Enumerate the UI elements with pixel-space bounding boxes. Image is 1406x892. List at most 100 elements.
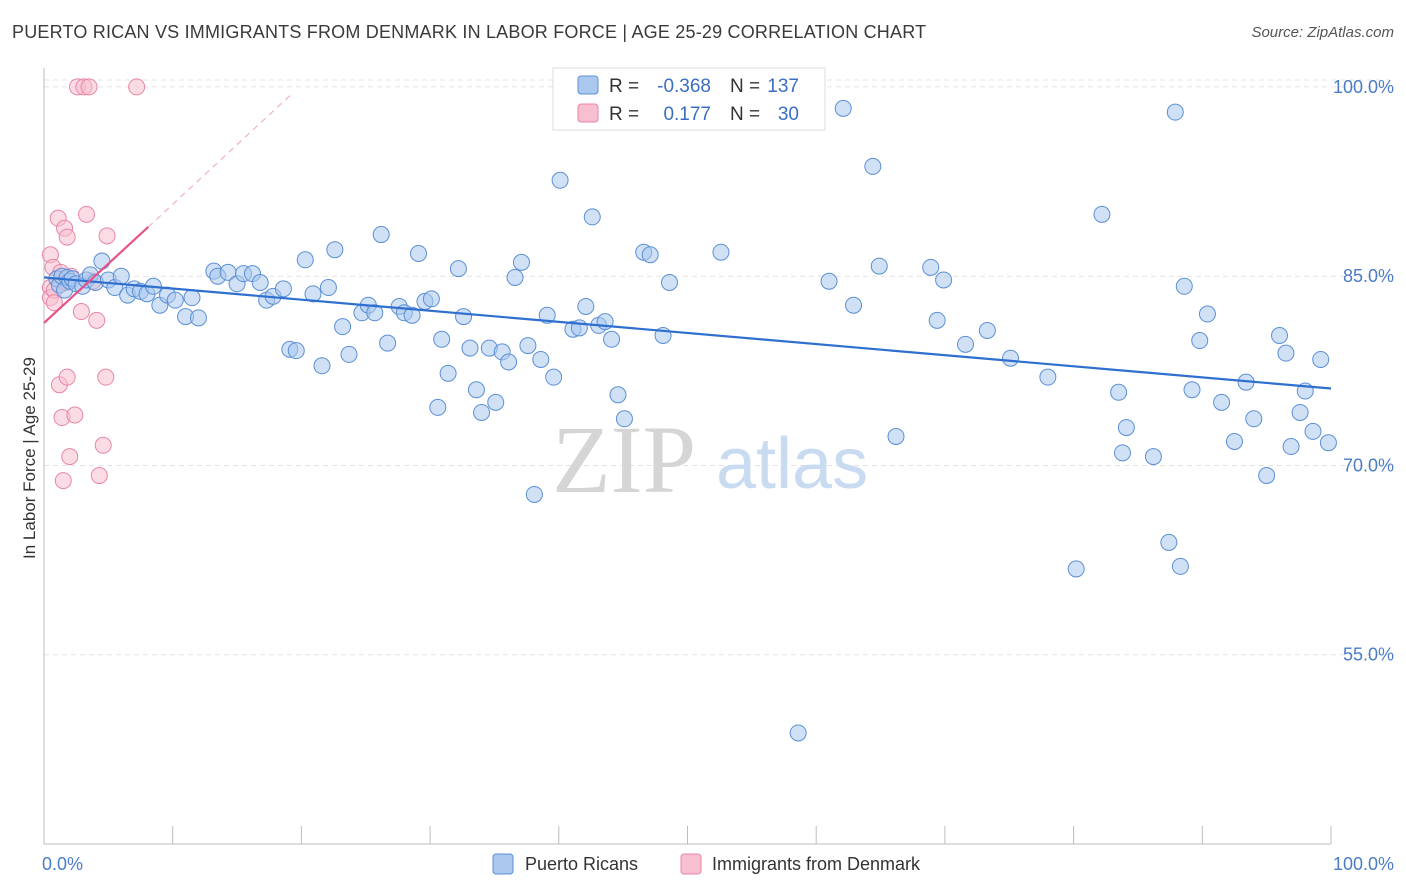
legend-n-label-2: N =: [730, 104, 760, 125]
puerto-rican-point-64: [473, 403, 491, 421]
puerto-rican-point-68: [500, 353, 518, 371]
puerto-rican-point-59: [439, 364, 457, 382]
puerto-rican-point-40: [304, 285, 322, 303]
puerto-rican-point-39: [296, 251, 314, 269]
puerto-rican-point-71: [519, 337, 537, 355]
puerto-rican-point-56: [422, 290, 440, 308]
puerto-rican-point-58: [433, 330, 451, 348]
puerto-rican-point-125: [1198, 305, 1216, 323]
puerto-rican-point-53: [403, 306, 421, 324]
puerto-rican-point-117: [1117, 419, 1135, 437]
y-tick-label-2: 85.0%: [1343, 266, 1394, 286]
puerto-rican-trend-line: [43, 276, 1332, 390]
puerto-rican-point-123: [1183, 381, 1201, 399]
legend-n-value-2: 30: [778, 104, 799, 125]
puerto-rican-point-72: [525, 485, 543, 503]
source-label: Source: ZipAtlas.com: [1251, 24, 1394, 41]
denmark-point-15: [61, 448, 79, 466]
x-tick-label-1: 100.0%: [1333, 854, 1394, 874]
denmark-point-22: [80, 78, 98, 96]
puerto-rican-point-36: [274, 280, 292, 298]
puerto-rican-point-104: [887, 427, 905, 445]
denmark-point-14: [58, 368, 76, 386]
y-tick-labels: 55.0% 70.0% 85.0% 100.0%: [1333, 77, 1394, 665]
y-tick-label-1: 70.0%: [1343, 455, 1394, 475]
denmark-point-5: [45, 294, 63, 312]
puerto-rican-point-114: [1093, 205, 1111, 223]
puerto-rican-point-41: [313, 357, 331, 375]
puerto-rican-point-57: [429, 398, 447, 416]
puerto-rican-point-131: [1271, 326, 1289, 344]
puerto-rican-point-120: [1166, 103, 1184, 121]
puerto-rican-point-108: [935, 271, 953, 289]
puerto-rican-point-126: [1213, 393, 1231, 411]
puerto-rican-point-98: [789, 724, 807, 742]
puerto-rican-point-109: [956, 335, 974, 353]
grid-lines: [44, 79, 1394, 656]
watermark: ZIP atlas: [552, 406, 868, 513]
puerto-rican-point-54: [410, 244, 428, 262]
puerto-rican-point-48: [366, 304, 384, 322]
puerto-rican-point-66: [487, 393, 505, 411]
puerto-rican-point-85: [615, 410, 633, 428]
puerto-rican-point-138: [1319, 434, 1337, 452]
puerto-rican-point-49: [372, 226, 390, 244]
puerto-rican-point-25: [183, 289, 201, 307]
puerto-rican-point-33: [251, 274, 269, 292]
puerto-rican-point-134: [1291, 403, 1309, 421]
puerto-rican-point-99: [820, 272, 838, 290]
denmark-point-17: [66, 406, 84, 424]
puerto-rican-point-115: [1110, 383, 1128, 401]
puerto-rican-point-45: [340, 345, 358, 363]
puerto-rican-point-101: [845, 296, 863, 314]
puerto-rican-point-133: [1282, 438, 1300, 456]
puerto-rican-point-107: [928, 311, 946, 329]
puerto-rican-point-83: [603, 330, 621, 348]
y-axis-title: In Labor Force | Age 25-29: [20, 357, 39, 559]
puerto-rican-point-43: [326, 241, 344, 259]
puerto-rican-point-23: [166, 291, 184, 309]
puerto-rican-point-70: [512, 253, 530, 271]
puerto-rican-point-137: [1312, 350, 1330, 368]
denmark-point-19: [72, 303, 90, 321]
y-tick-label-3: 100.0%: [1333, 77, 1394, 97]
puerto-rican-point-103: [870, 257, 888, 275]
denmark-point-28: [98, 227, 116, 245]
trend-lines: [43, 94, 1332, 390]
chart-title: PUERTO RICAN VS IMMIGRANTS FROM DENMARK …: [12, 22, 927, 42]
series-legend-swatch-blue: [492, 853, 514, 875]
axes: [43, 68, 1332, 845]
denmark-point-29: [128, 78, 146, 96]
puerto-rican-point-50: [379, 334, 397, 352]
puerto-rican-point-132: [1277, 344, 1295, 362]
puerto-rican-point-122: [1175, 277, 1193, 295]
puerto-rican-point-79: [577, 297, 595, 315]
watermark-atlas: atlas: [716, 424, 868, 504]
puerto-rican-point-60: [449, 260, 467, 278]
puerto-rican-point-100: [834, 99, 852, 117]
series-legend-swatch-pink: [680, 853, 702, 875]
series-legend: Puerto Ricans Immigrants from Denmark: [492, 853, 921, 875]
x-tick-labels: 0.0% 100.0%: [42, 854, 1394, 874]
puerto-rican-point-127: [1225, 432, 1243, 450]
puerto-rican-point-74: [538, 306, 556, 324]
legend-r-label-1: R =: [609, 76, 639, 97]
puerto-rican-point-113: [1067, 560, 1085, 578]
legend-r-value-1: -0.368: [657, 76, 711, 97]
puerto-rican-point-90: [660, 274, 678, 292]
puerto-rican-point-62: [461, 339, 479, 357]
denmark-point-10: [54, 472, 72, 490]
legend-swatch-blue: [577, 75, 599, 95]
legend-r-label-2: R =: [609, 104, 639, 125]
puerto-rican-point-110: [978, 321, 996, 339]
denmark-point-24: [88, 311, 106, 329]
legend-swatch-pink: [577, 103, 599, 123]
puerto-rican-point-102: [864, 157, 882, 175]
x-tick-label-0: 0.0%: [42, 854, 83, 874]
denmark-point-21: [77, 205, 95, 223]
puerto-rican-point-44: [334, 318, 352, 336]
puerto-rican-point-61: [455, 308, 473, 326]
puerto-rican-point-130: [1258, 467, 1276, 485]
puerto-rican-point-106: [922, 258, 940, 276]
